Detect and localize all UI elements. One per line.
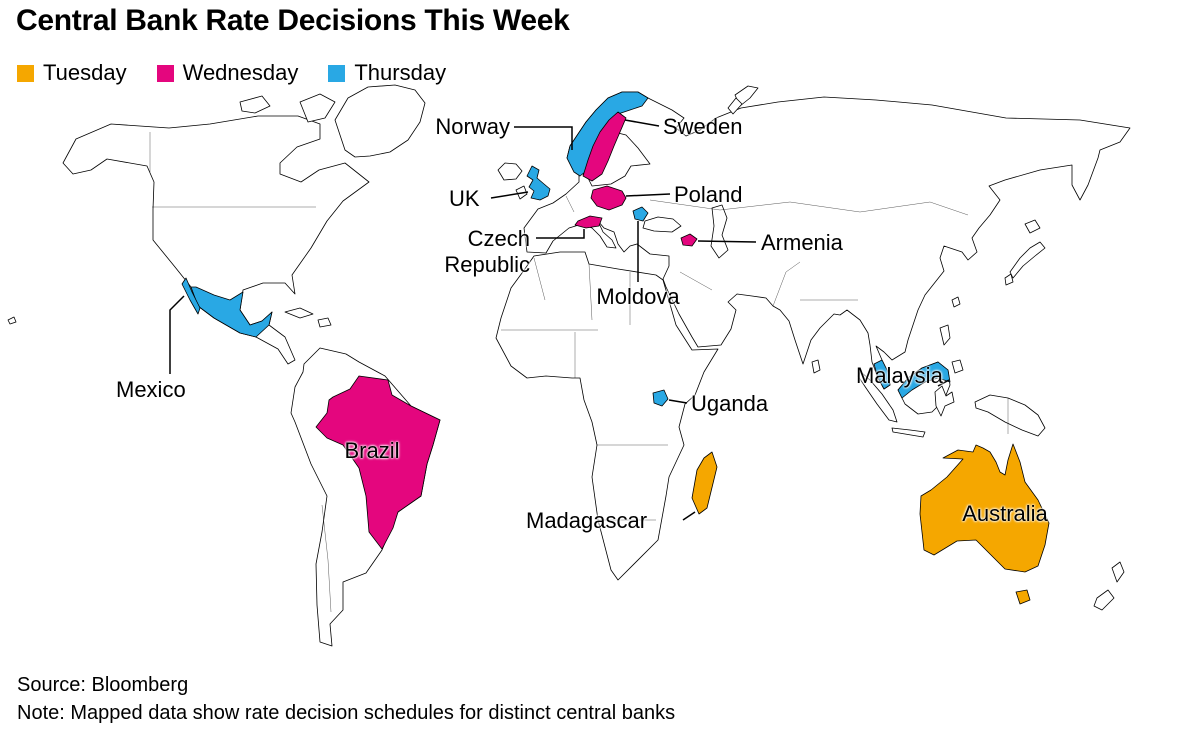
legend-item-wednesday: Wednesday (156, 60, 299, 86)
wednesday-swatch-icon (156, 64, 174, 82)
country-shape-malaysia-borneo (897, 361, 951, 399)
country-label-madagascar: Madagascar (526, 508, 648, 533)
country-shape-uganda (652, 389, 669, 407)
island-honshu (1009, 241, 1046, 279)
country-label-uganda: Uganda (691, 391, 769, 416)
country-shape-malaysia-peninsula (873, 359, 891, 390)
country-shape-mexico (190, 286, 273, 338)
island-new-zealand-north (1111, 561, 1125, 583)
island-sumatra (857, 371, 898, 423)
country-shape-tasmania (1015, 589, 1031, 605)
leader-line-uk (490, 191, 529, 199)
island-luzon (939, 324, 951, 346)
leader-line-poland (625, 193, 671, 197)
country-label-uk: UK (449, 186, 480, 211)
legend-label-tuesday: Tuesday (43, 60, 127, 85)
island-new-zealand-south (1093, 589, 1115, 611)
country-shape-czech-republic (574, 215, 603, 229)
country-label-australia: Australia (962, 501, 1048, 526)
legend: Tuesday Wednesday Thursday (17, 60, 446, 86)
leader-line-uganda (668, 399, 688, 404)
leader-line-armenia (697, 240, 757, 243)
country-label-mexico: Mexico (116, 377, 186, 402)
continent-north-america (62, 115, 370, 365)
sea-black-sea (642, 216, 682, 233)
legend-item-tuesday: Tuesday (17, 60, 127, 86)
country-borders (149, 132, 1009, 613)
leader-line-malaysia (937, 379, 950, 387)
continent-africa (495, 251, 719, 581)
island-kyushu (1004, 273, 1014, 286)
legend-item-thursday: Thursday (328, 60, 446, 86)
island-cuba (284, 307, 314, 319)
country-label-norway: Norway (435, 114, 510, 139)
country-shape-australia (919, 443, 1050, 573)
legend-label-thursday: Thursday (354, 60, 447, 85)
island-sulawesi (934, 385, 955, 417)
country-shape-armenia (680, 233, 698, 247)
country-label-malaysia: Malaysia (856, 363, 943, 388)
leader-line-madagascar (682, 511, 696, 521)
island-sri-lanka (811, 359, 821, 374)
country-label-poland: Poland (674, 182, 743, 207)
island-greenland (334, 84, 426, 158)
island-taiwan (951, 296, 961, 308)
island-hokkaido (1024, 219, 1041, 234)
island-java (891, 427, 926, 438)
legend-label-wednesday: Wednesday (182, 60, 299, 85)
island-iceland (497, 162, 523, 181)
island-victoria (239, 95, 271, 114)
island-new-guinea (974, 394, 1046, 437)
country-label-moldova: Moldova (596, 284, 680, 309)
island-hawaii (7, 316, 17, 325)
country-label-sweden: Sweden (663, 114, 743, 139)
leader-line-sweden (624, 119, 660, 127)
island-baffin (299, 93, 336, 123)
country-label-czech-republic: Czech Republic (444, 226, 530, 277)
island-mindanao (951, 359, 964, 374)
leader-line-mexico (169, 295, 185, 374)
leader-line-norway (514, 126, 573, 150)
country-shape-brazil (315, 375, 441, 550)
country-shape-moldova (632, 206, 649, 222)
country-shape-madagascar (691, 451, 718, 515)
country-shape-uk (526, 165, 551, 201)
country-label-brazil: Brazil (344, 438, 400, 463)
country-shape-sweden (582, 111, 627, 182)
page-title: Central Bank Rate Decisions This Week (16, 4, 570, 37)
source-text: Source: Bloomberg (17, 674, 189, 696)
leader-line-czech-republic (536, 229, 585, 239)
note-text: Note: Mapped data show rate decision sch… (17, 702, 676, 724)
island-novaya-zemlya-south (727, 97, 743, 115)
country-shape-poland (590, 185, 627, 211)
country-label-armenia: Armenia (761, 230, 843, 255)
country-shape-mexico-baja (181, 277, 201, 315)
island-hispaniola (317, 317, 332, 328)
tuesday-swatch-icon (17, 64, 34, 82)
thursday-swatch-icon (328, 64, 346, 82)
